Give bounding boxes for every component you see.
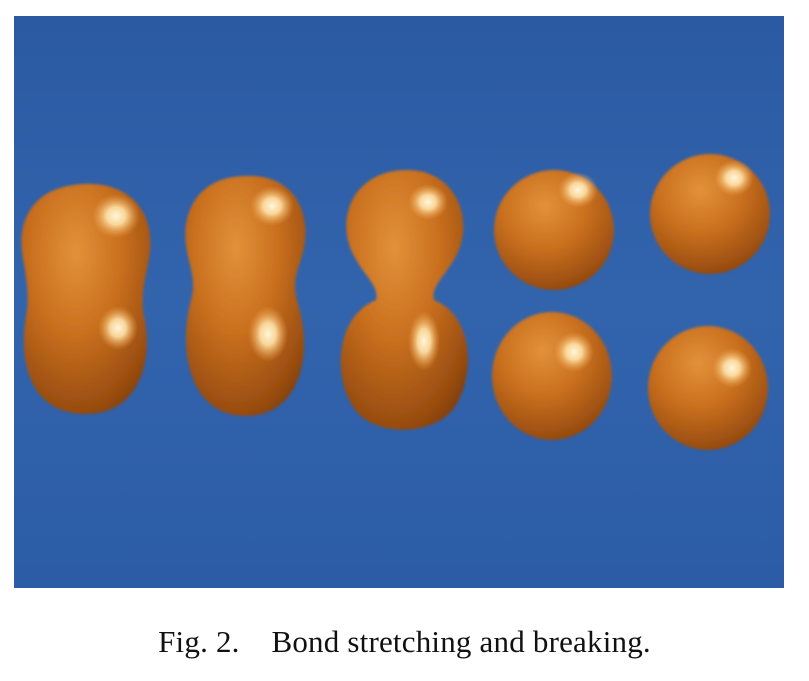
molecule-near-breaking xyxy=(340,169,468,430)
metaball-render xyxy=(14,16,784,588)
figure-caption: Fig. 2. Bond stretching and breaking. xyxy=(0,624,809,660)
figure-image xyxy=(14,16,784,588)
molecule-broken-b xyxy=(648,154,770,450)
figure-caption-text: Bond stretching and breaking. xyxy=(271,624,651,659)
molecule-stretched xyxy=(185,175,306,416)
molecule-broken-a xyxy=(492,170,614,440)
molecule-bonded xyxy=(21,183,151,414)
figure-caption-label: Fig. 2. xyxy=(158,624,240,659)
